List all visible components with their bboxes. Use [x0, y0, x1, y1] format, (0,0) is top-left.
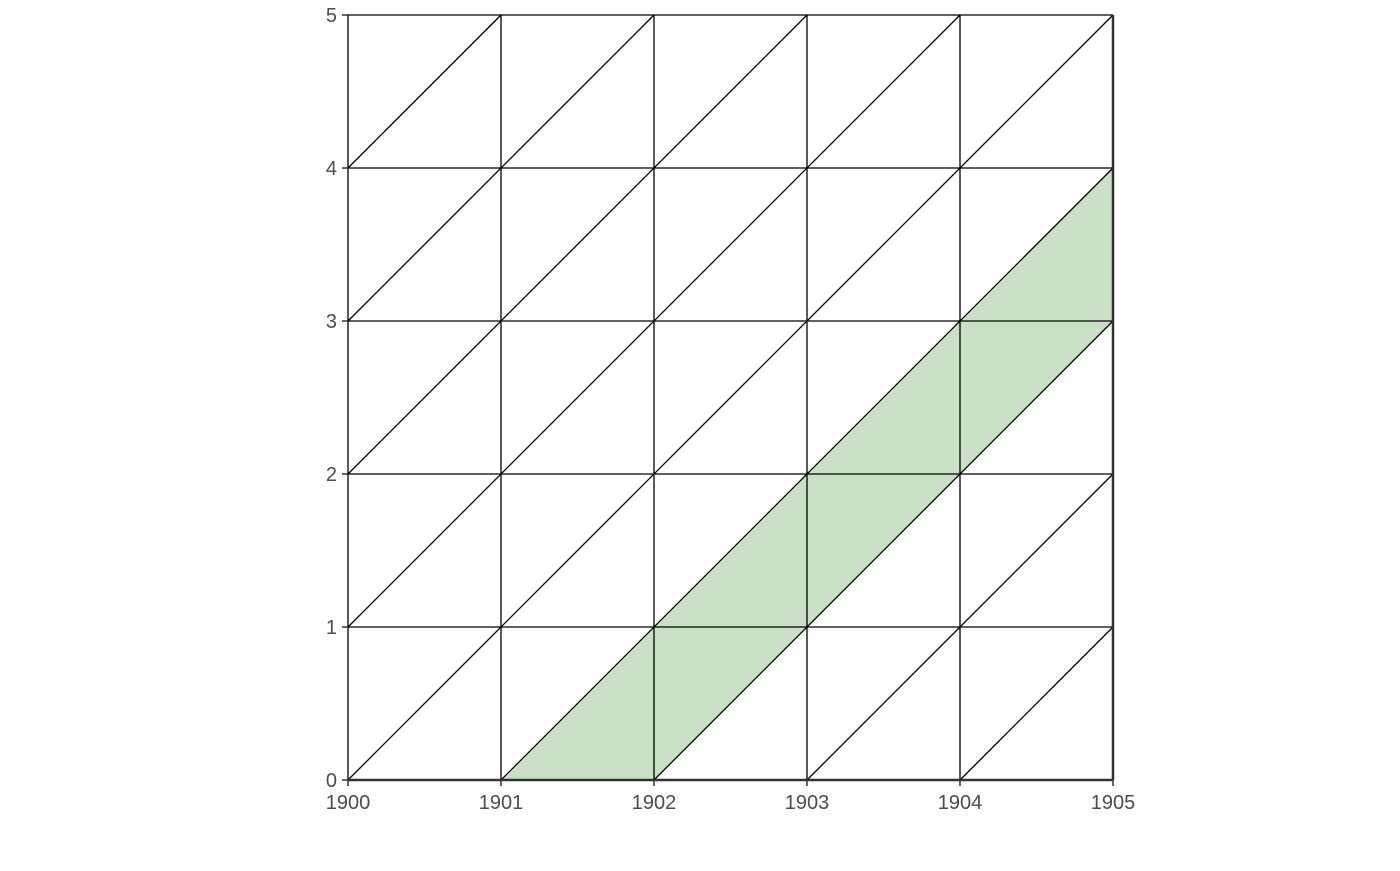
axis-layer: [342, 14, 1115, 786]
x-tick-label: 1905: [1091, 792, 1136, 814]
grid-diagonal-line: [347, 14, 961, 628]
grid-diagonal-line: [500, 167, 1114, 781]
grid-diagonal-line: [347, 14, 655, 322]
grid-diagonal-line: [347, 14, 502, 169]
grid-diagonal-line: [347, 14, 808, 475]
y-tick-label: 2: [326, 464, 337, 486]
x-tick-label: 1900: [326, 792, 371, 814]
grid-diagonal-line: [959, 626, 1114, 781]
y-tick-label: 4: [326, 158, 337, 180]
tick-label-layer: 1900 1901 1902 1903 1904 1905 0 1 2 3 4 5: [326, 5, 1136, 814]
grid-diagonal-line: [653, 320, 1114, 781]
y-tick-label: 3: [326, 311, 337, 333]
x-tick-label: 1901: [479, 792, 524, 814]
x-tick-label: 1904: [938, 792, 983, 814]
y-tick-label: 0: [326, 770, 337, 792]
y-tick-label: 1: [326, 617, 337, 639]
x-tick-label: 1903: [785, 792, 830, 814]
grid-diagonal-line: [806, 473, 1114, 781]
grid-diagonal-line: [347, 14, 1114, 781]
y-tick-label: 5: [326, 5, 337, 27]
x-tick-label: 1902: [632, 792, 677, 814]
grid-layer: [347, 14, 1114, 781]
